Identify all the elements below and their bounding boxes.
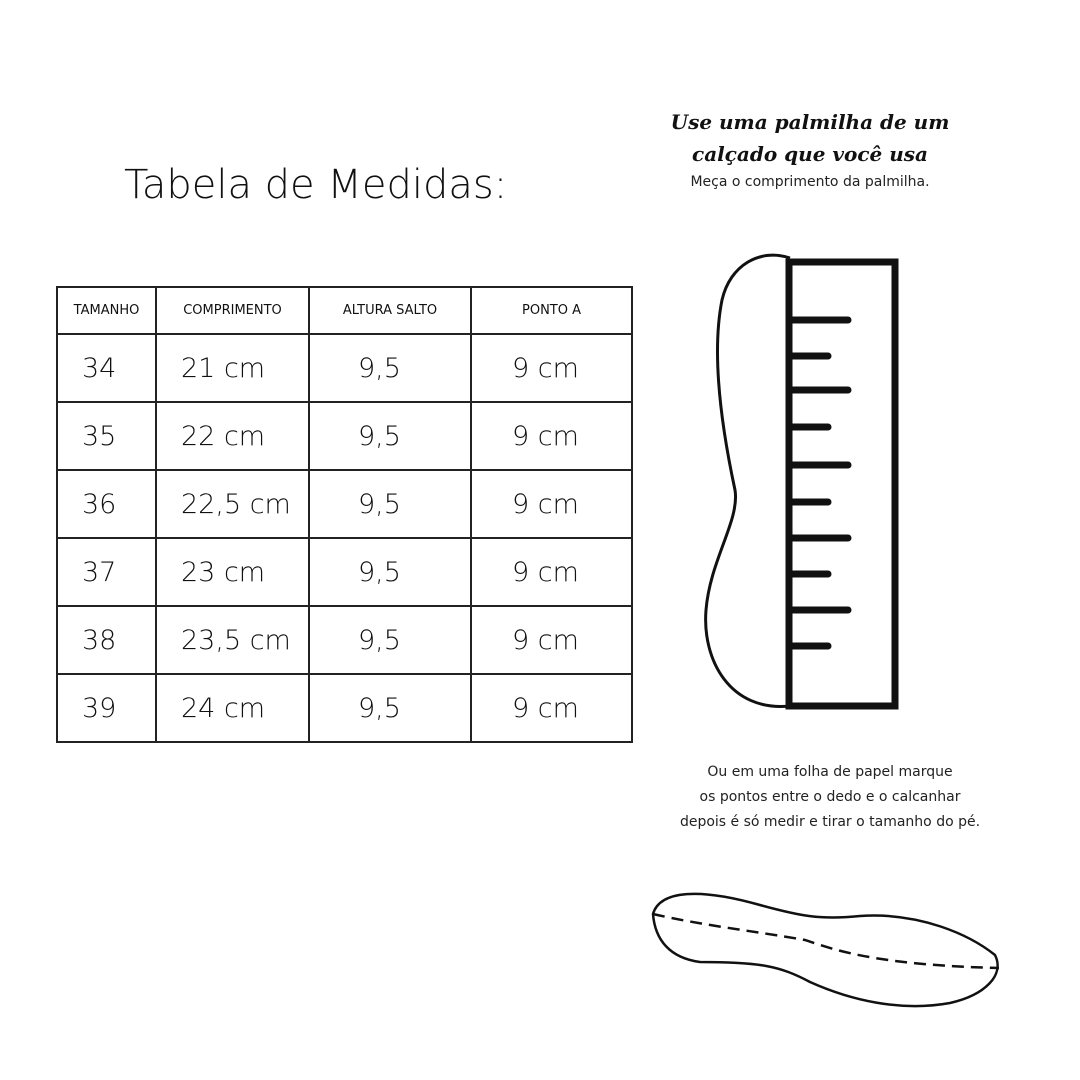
cell-heel-height: 9,5 [308, 469, 472, 539]
cell-length: 22,5 cm [155, 469, 310, 539]
alt-instruction-3: depois é só medir e tirar o tamanho do p… [679, 814, 981, 830]
header-ponto-a: PONTO A [470, 286, 633, 335]
measurement-dashed-line [652, 912, 1000, 970]
table-row: 37 23 cm 9,5 9 cm [56, 537, 633, 607]
header-comprimento: COMPRIMENTO [155, 286, 310, 335]
cell-length: 22 cm [155, 401, 310, 471]
cell-size: 38 [56, 605, 157, 675]
insole-ruler-illustration [704, 253, 899, 710]
header-tamanho: TAMANHO [56, 286, 157, 335]
cell-heel-height: 9,5 [308, 537, 472, 607]
table-row: 34 21 cm 9,5 9 cm [56, 333, 633, 403]
size-table: TAMANHO COMPRIMENTO ALTURA SALTO PONTO A… [56, 286, 633, 743]
cell-point-a: 9 cm [470, 673, 633, 743]
table-row: 39 24 cm 9,5 9 cm [56, 673, 633, 743]
cell-point-a: 9 cm [470, 333, 633, 403]
cell-point-a: 9 cm [470, 537, 633, 607]
cell-size: 34 [56, 333, 157, 403]
cell-length: 23,5 cm [155, 605, 310, 675]
table-row: 35 22 cm 9,5 9 cm [56, 401, 633, 471]
alt-instruction-2: os pontos entre o dedo e o calcanhar [699, 789, 961, 805]
cell-size: 36 [56, 469, 157, 539]
ruler-icon [785, 258, 899, 710]
cell-heel-height: 9,5 [308, 333, 472, 403]
alt-instruction-1: Ou em uma folha de papel marque [707, 764, 953, 780]
cell-point-a: 9 cm [470, 605, 633, 675]
table-header-row: TAMANHO COMPRIMENTO ALTURA SALTO PONTO A [56, 286, 633, 335]
instruction-subtitle: Meça o comprimento da palmilha. [690, 174, 930, 190]
cell-heel-height: 9,5 [308, 673, 472, 743]
page-title: Tabela de Medidas: [124, 162, 508, 208]
cell-length: 23 cm [155, 537, 310, 607]
cell-size: 37 [56, 537, 157, 607]
cell-size: 35 [56, 401, 157, 471]
cell-heel-height: 9,5 [308, 401, 472, 471]
cell-length: 21 cm [155, 333, 310, 403]
table-row: 36 22,5 cm 9,5 9 cm [56, 469, 633, 539]
instruction-heading-2: calçado que você usa [692, 142, 928, 166]
footprint-outline [651, 892, 999, 1008]
table-row: 38 23,5 cm 9,5 9 cm [56, 605, 633, 675]
cell-heel-height: 9,5 [308, 605, 472, 675]
instruction-heading-1: Use uma palmilha de um [670, 110, 950, 134]
cell-size: 39 [56, 673, 157, 743]
footprint-illustration [651, 892, 1000, 1008]
insole-outline [704, 253, 791, 708]
cell-point-a: 9 cm [470, 401, 633, 471]
cell-point-a: 9 cm [470, 469, 633, 539]
header-altura-salto: ALTURA SALTO [308, 286, 472, 335]
cell-length: 24 cm [155, 673, 310, 743]
